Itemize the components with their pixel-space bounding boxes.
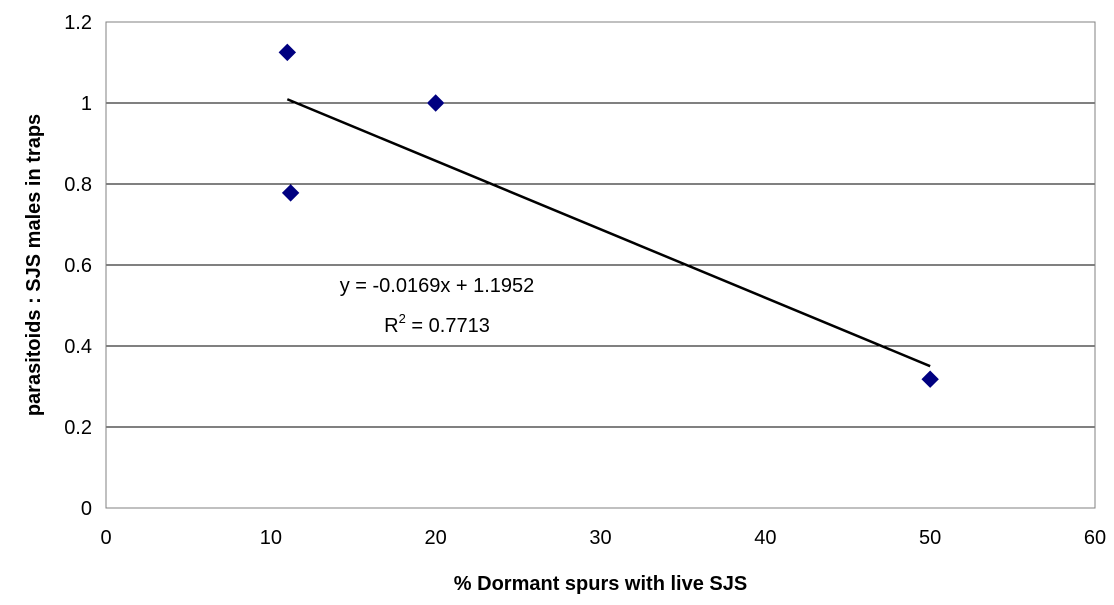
linear-trendline [286,98,931,368]
x-tick-label: 60 [1084,527,1106,549]
y-tick-label: 0.6 [64,255,92,277]
data-point-2 [426,94,445,112]
x-axis-title: % Dormant spurs with live SJS [454,573,747,595]
y-axis-title: parasitoids : SJS males in traps [23,114,45,416]
x-tick-label: 0 [100,527,111,549]
y-axis-tick-labels: 0 0.2 0.4 0.6 0.8 1 1.2 [64,12,92,520]
y-tick-label: 0.2 [64,417,92,439]
data-point-3 [921,370,939,388]
y-tick-label: 0.8 [64,174,92,196]
data-points [278,43,939,388]
x-axis-tick-labels: 0 10 20 30 40 50 60 [100,527,1106,549]
x-tick-label: 30 [589,527,611,549]
y-tick-label: 1.2 [64,12,92,34]
r-squared-value: = 0.7713 [406,315,490,337]
trendline-equation: y = -0.0169x + 1.1952 [340,275,535,297]
y-tick-label: 0.4 [64,336,92,358]
x-tick-label: 10 [260,527,282,549]
data-point-0 [278,43,297,62]
gridlines [106,102,1095,428]
r-squared-r: R [384,315,398,337]
x-tick-label: 20 [425,527,447,549]
x-tick-label: 40 [754,527,776,549]
r-squared-superscript: 2 [399,311,406,326]
r-squared-label: R2 = 0.7713 [384,311,490,337]
y-tick-label: 0 [81,498,92,520]
x-tick-label: 50 [919,527,941,549]
plot-area-frame [105,21,1096,509]
y-tick-label: 1 [81,93,92,115]
data-point-1 [281,184,300,202]
